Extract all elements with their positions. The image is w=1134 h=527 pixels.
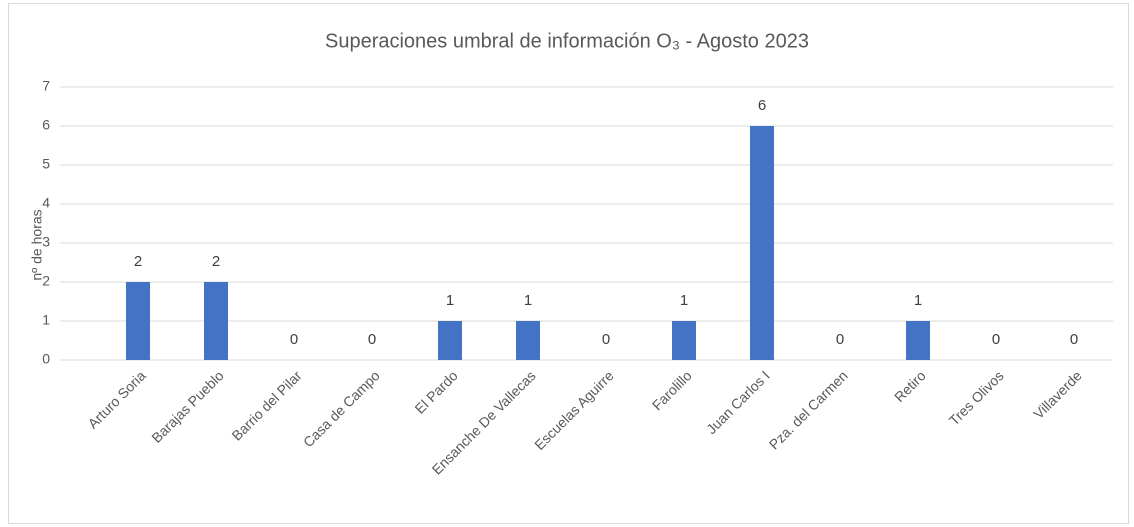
data-label: 1 [914, 292, 922, 309]
data-label: 0 [836, 331, 844, 348]
bar [438, 321, 462, 360]
y-tick-label: 2 [42, 273, 50, 289]
bar [516, 321, 540, 360]
data-label: 0 [290, 331, 298, 348]
y-tick-label: 1 [42, 312, 50, 328]
bar [126, 282, 150, 360]
data-label: 0 [992, 331, 1000, 348]
bar [906, 321, 930, 360]
data-label: 2 [212, 253, 220, 270]
data-label: 0 [1070, 331, 1078, 348]
y-tick-label: 7 [42, 78, 50, 94]
bar [672, 321, 696, 360]
data-label: 2 [134, 253, 142, 270]
bar [204, 282, 228, 360]
data-label: 1 [680, 292, 688, 309]
chart-title: Superaciones umbral de información O₃ - … [325, 30, 809, 52]
data-label: 0 [368, 331, 376, 348]
y-axis-label: nº de horas [29, 209, 45, 280]
y-tick-label: 6 [42, 117, 50, 133]
y-tick-label: 3 [42, 234, 50, 250]
data-label: 1 [446, 292, 454, 309]
data-label: 1 [524, 292, 532, 309]
bar [750, 126, 774, 360]
y-tick-label: 5 [42, 156, 50, 172]
data-label: 0 [602, 331, 610, 348]
data-label: 6 [758, 97, 766, 114]
chart-border [8, 3, 1129, 524]
y-tick-label: 4 [42, 195, 50, 211]
y-tick-label: 0 [42, 351, 50, 367]
